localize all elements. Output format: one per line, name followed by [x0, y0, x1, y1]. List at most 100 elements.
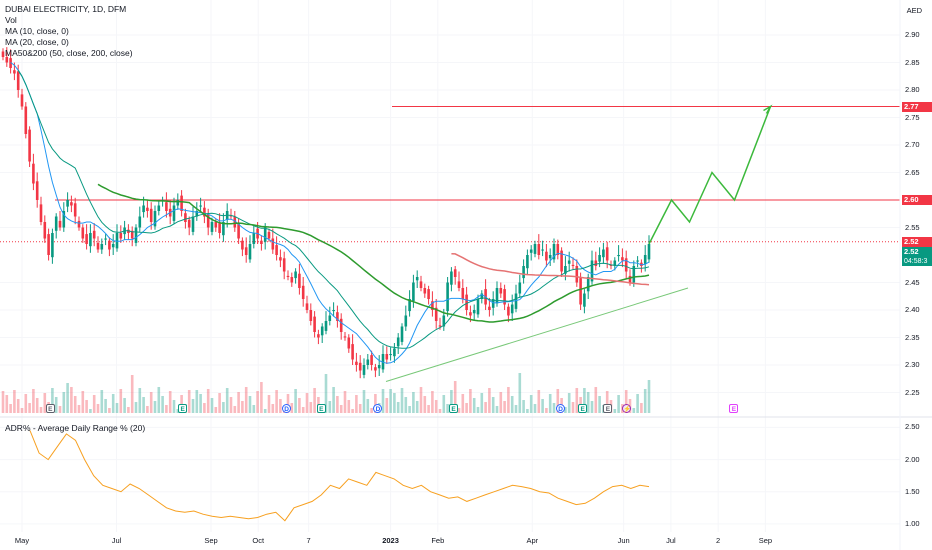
volume-bar: [358, 404, 362, 413]
volume-bar: [32, 389, 35, 413]
trendline: [385, 287, 689, 382]
candle: [362, 365, 366, 375]
volume-bar: [389, 389, 392, 413]
volume-bar: [605, 391, 609, 413]
candle: [328, 315, 332, 321]
candle: [586, 277, 590, 292]
volume-bar: [450, 390, 453, 413]
candle: [89, 233, 92, 247]
projection-path: [648, 106, 772, 245]
volume-bar: [522, 400, 525, 413]
volume-bar: [70, 387, 73, 413]
legend-ma10[interactable]: MA (10, close, 0): [5, 26, 69, 36]
time-tick-label: Sep: [204, 536, 218, 545]
candle: [47, 234, 50, 255]
candle: [149, 208, 153, 222]
volume-bar: [66, 383, 69, 413]
candle: [317, 334, 320, 338]
candle: [624, 258, 628, 272]
legend-vol[interactable]: Vol: [5, 15, 17, 25]
volume-bar: [472, 398, 476, 413]
candle: [632, 266, 636, 283]
volume-bar: [374, 394, 377, 413]
volume-bar: [5, 395, 9, 413]
volume-bar: [210, 398, 214, 413]
adr-tick-label: 1.00: [905, 518, 920, 528]
volume-bar: [526, 409, 529, 413]
candle: [609, 264, 613, 266]
price-tag: 2.77: [902, 101, 932, 112]
volume-bar: [153, 401, 157, 413]
volume-bar: [13, 390, 16, 413]
volume-bar: [643, 389, 647, 413]
volume-bar: [636, 394, 639, 413]
volume-bar: [571, 402, 575, 413]
candle: [476, 299, 480, 315]
volume-bar: [142, 397, 145, 413]
adr-tick-label: 1.50: [905, 486, 920, 496]
candle: [400, 326, 404, 342]
volume-bar: [438, 409, 442, 413]
volume-bar: [469, 389, 472, 413]
candle: [567, 260, 571, 264]
candle: [522, 266, 525, 279]
symbol-title[interactable]: DUBAI ELECTRICITY, 1D, DFM: [5, 4, 127, 14]
candle: [480, 293, 484, 299]
volume-bar: [191, 399, 195, 413]
volume-bar: [260, 382, 263, 413]
volume-bar: [275, 390, 278, 413]
volume-bar: [9, 404, 12, 413]
price-tick-label: 2.75: [905, 112, 920, 122]
volume-bar: [252, 405, 256, 413]
volume-bar: [176, 409, 180, 413]
volume-bar: [355, 395, 358, 413]
volume-bar: [77, 405, 81, 413]
candle: [324, 321, 328, 331]
candle: [92, 230, 96, 239]
price-tag: 2.60: [902, 195, 932, 205]
volume-bars: [1, 373, 651, 413]
candle: [119, 233, 123, 239]
event-marker-earnings: E: [729, 404, 739, 413]
candle: [461, 288, 465, 299]
time-tick-label: 7: [306, 536, 311, 545]
volume-bar: [1, 391, 5, 413]
volume-bar: [545, 408, 548, 413]
volume-bar: [16, 399, 20, 413]
volume-bar: [385, 398, 389, 413]
bar-countdown: 04:58:3: [902, 257, 932, 267]
time-tick-label: Jun: [617, 536, 630, 545]
candle: [271, 238, 275, 250]
volume-bar: [149, 392, 153, 413]
volume-bar: [290, 403, 294, 413]
candle: [355, 361, 358, 365]
volume-bar: [134, 402, 138, 413]
legend-ma20[interactable]: MA (20, close, 0): [5, 37, 69, 47]
volume-bar: [396, 402, 400, 413]
legend-ma50-200[interactable]: MA50&200 (50, close, 200, close): [5, 48, 133, 58]
chart-legend: DUBAI ELECTRICITY, 1D, DFM Vol MA (10, c…: [5, 4, 133, 59]
volume-bar: [332, 387, 335, 413]
adr-indicator-pane: [29, 430, 650, 522]
volume-bar: [541, 399, 544, 413]
volume-bar: [613, 409, 617, 413]
candle: [282, 258, 286, 272]
volume-bar: [442, 395, 446, 413]
volume-bar: [336, 396, 339, 413]
drawings: [385, 104, 773, 382]
volume-bar: [89, 409, 92, 413]
price-tag: 2.52: [902, 247, 932, 258]
volume-bar: [362, 390, 366, 413]
adr-legend[interactable]: ADR% - Average Daily Range % (20): [5, 423, 146, 433]
volume-bar: [343, 391, 347, 413]
candle: [244, 247, 248, 255]
volume-bar: [248, 396, 252, 413]
volume-bar: [203, 403, 206, 413]
candle: [279, 257, 282, 261]
candle: [100, 244, 104, 250]
volume-bar: [256, 391, 259, 413]
volume-bar: [35, 398, 39, 413]
volume-bar: [594, 387, 598, 413]
candle: [32, 163, 35, 184]
